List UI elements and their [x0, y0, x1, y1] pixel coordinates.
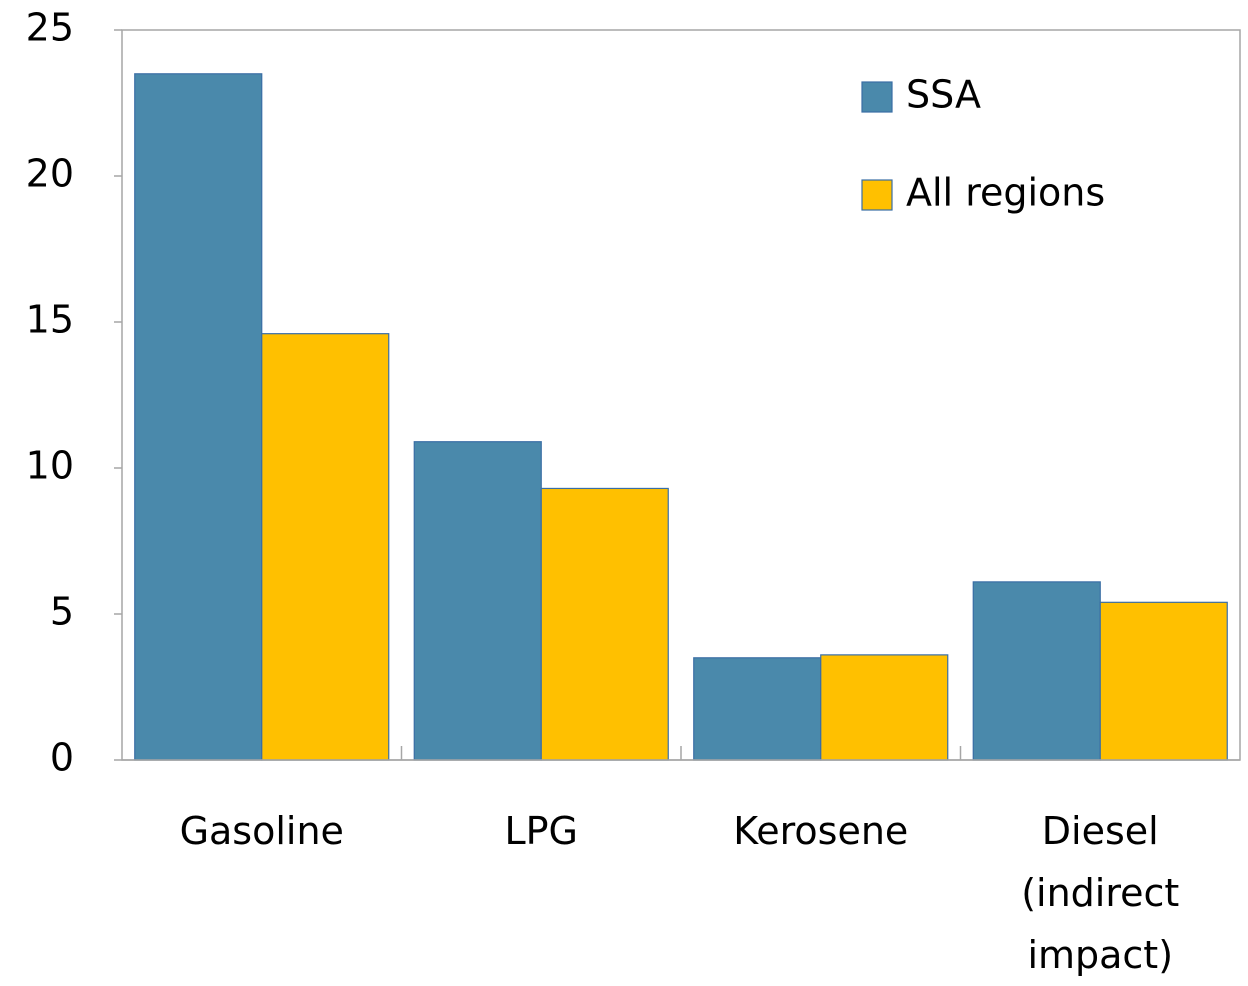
bar [540, 487, 669, 761]
y-tick-label: 0 [50, 736, 74, 780]
bar [820, 654, 949, 761]
x-tick-label: Gasoline [179, 809, 344, 853]
y-tick-label: 25 [26, 6, 74, 50]
bar [261, 333, 390, 761]
legend-swatch [861, 179, 893, 211]
y-tick-label: 5 [50, 590, 74, 634]
x-tick-label: Diesel (indirect impact) [1021, 809, 1180, 977]
bar [413, 441, 542, 761]
y-tick-label: 15 [26, 298, 74, 342]
bar [1099, 601, 1228, 761]
legend-swatch [861, 81, 893, 113]
y-tick-label: 10 [26, 444, 74, 488]
bar [972, 581, 1101, 761]
bar [693, 657, 822, 761]
y-tick-label: 20 [26, 152, 74, 196]
x-tick-label: LPG [504, 809, 579, 853]
legend-label: All regions [906, 171, 1105, 215]
bar [134, 73, 263, 761]
x-tick-label: Kerosene [733, 809, 909, 853]
legend-label: SSA [906, 73, 981, 117]
